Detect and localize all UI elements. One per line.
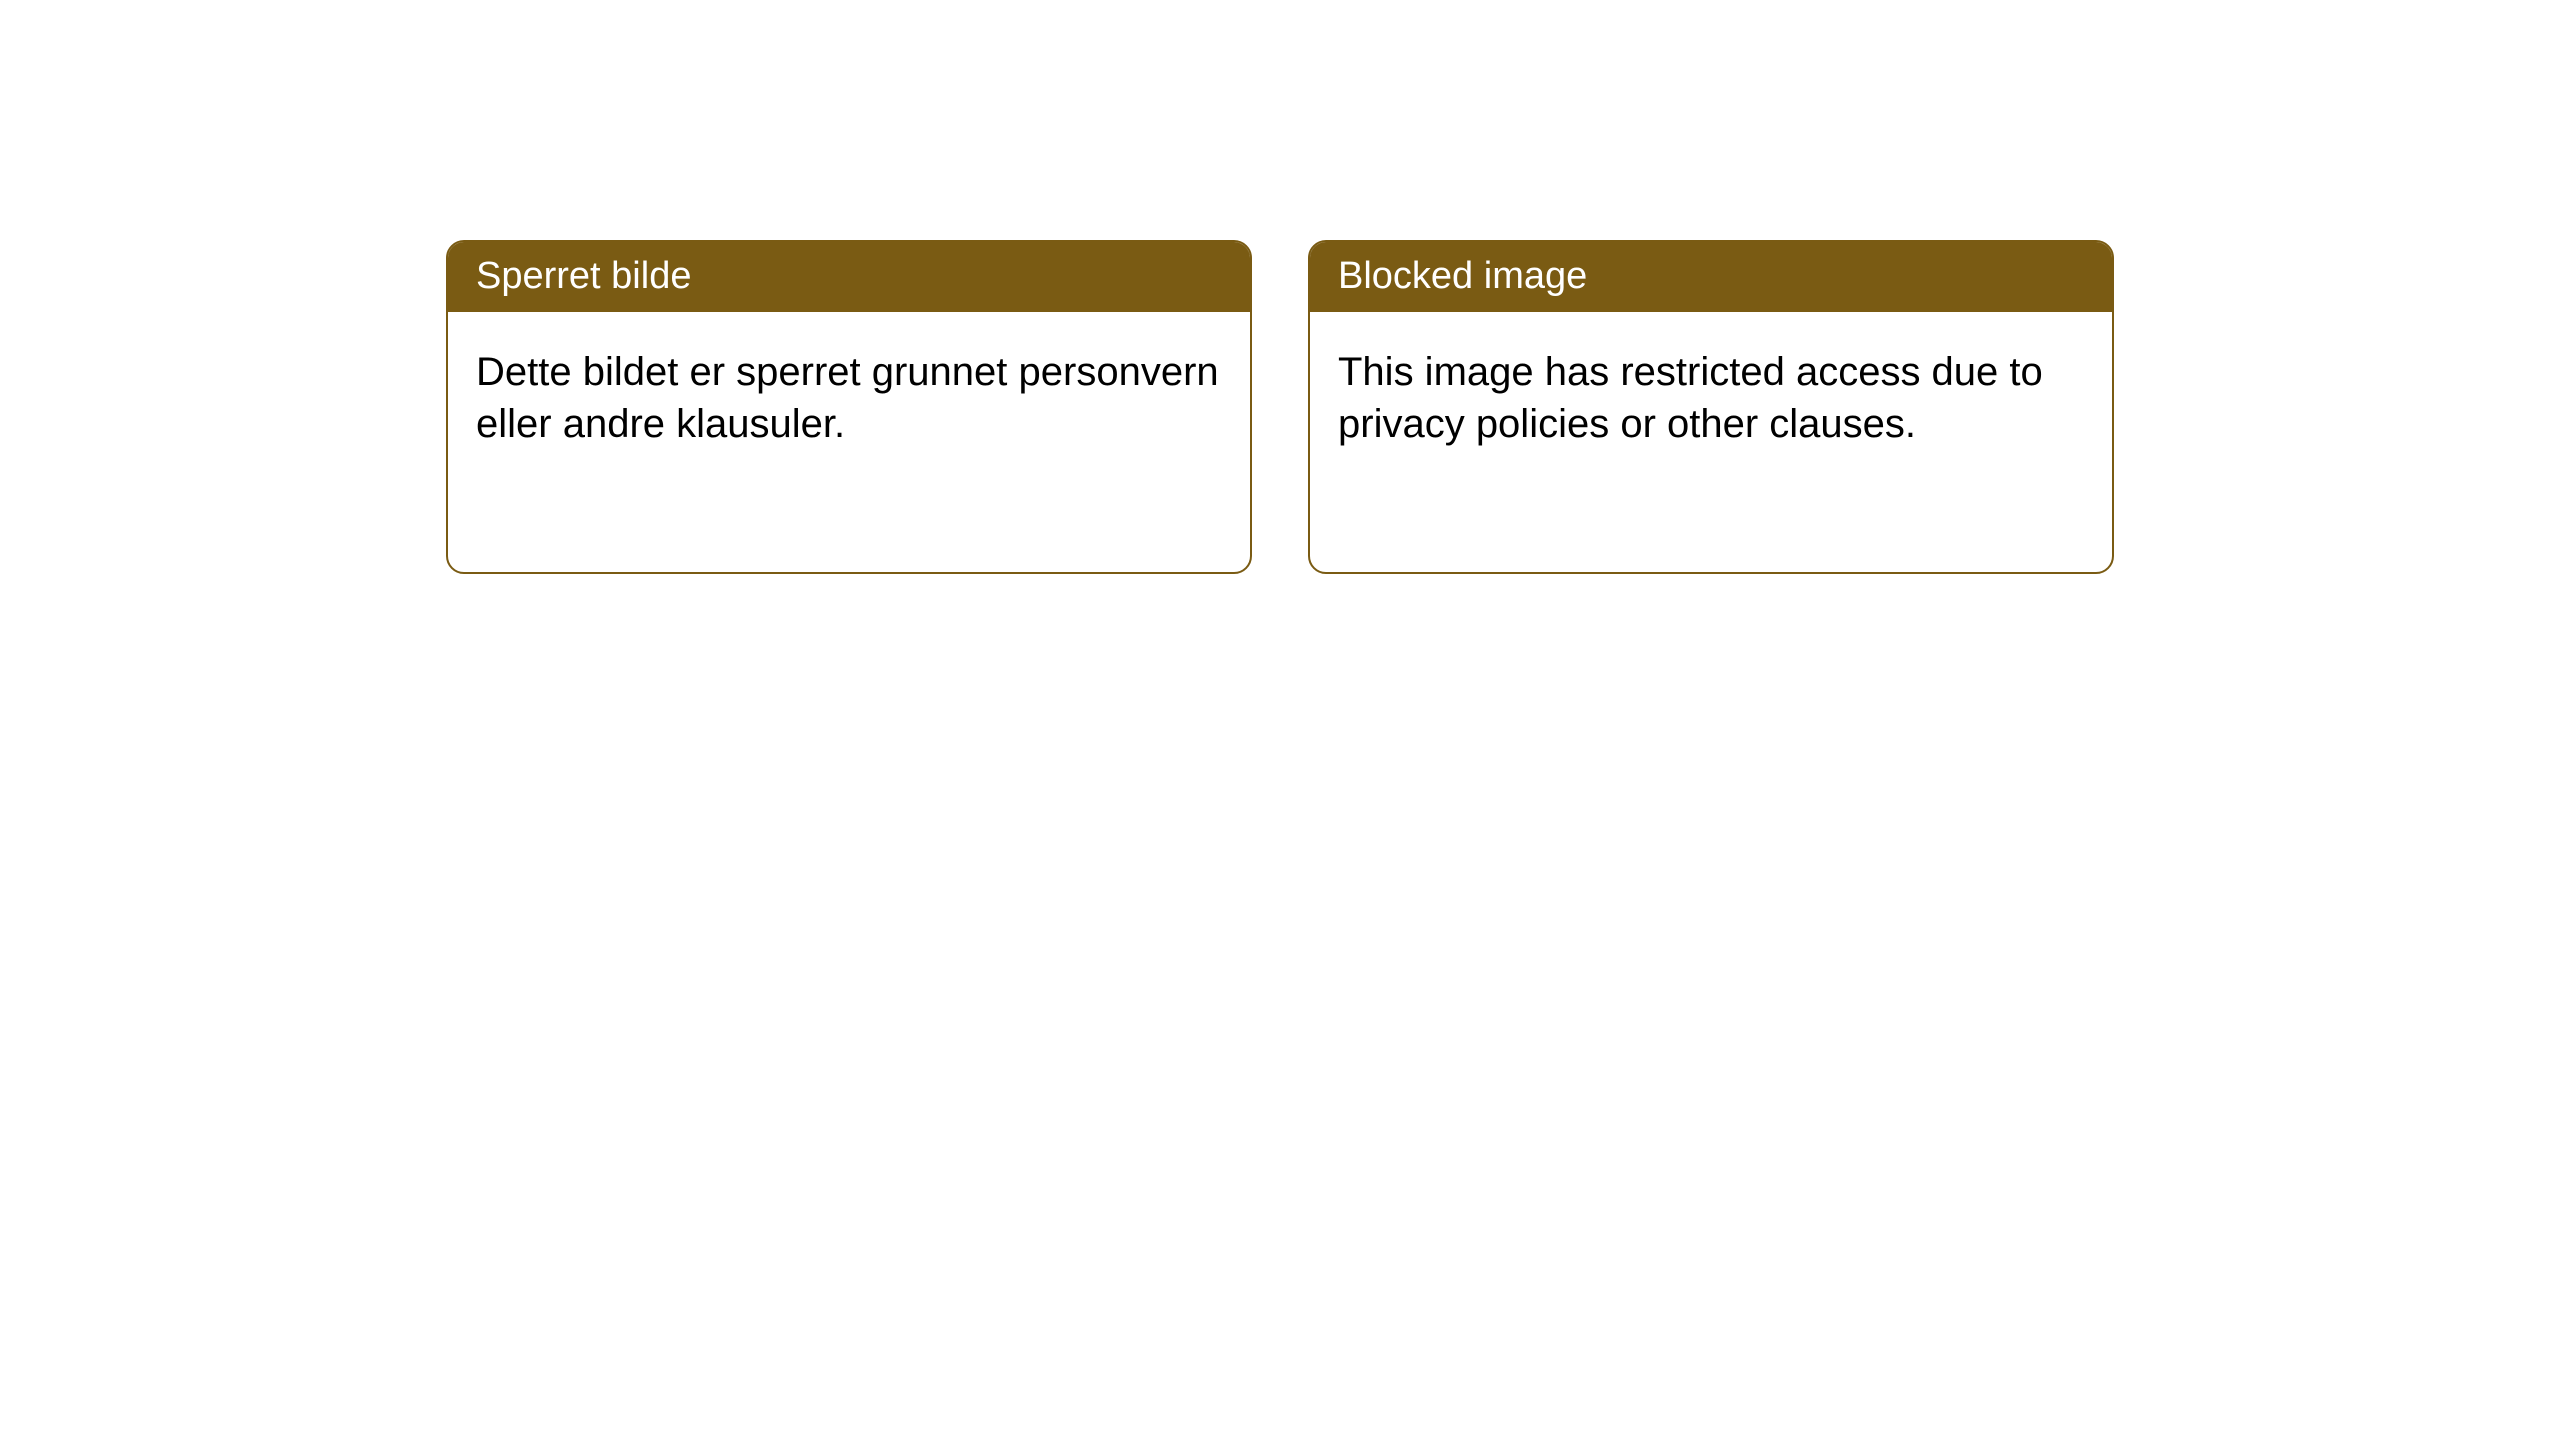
card-body-english: This image has restricted access due to … (1310, 312, 2112, 484)
card-title: Blocked image (1338, 255, 1587, 297)
card-header-norwegian: Sperret bilde (448, 242, 1250, 312)
notice-card-english: Blocked image This image has restricted … (1308, 240, 2114, 574)
card-title: Sperret bilde (476, 255, 691, 297)
card-message: Dette bildet er sperret grunnet personve… (476, 350, 1219, 446)
notice-card-norwegian: Sperret bilde Dette bildet er sperret gr… (446, 240, 1252, 574)
card-message: This image has restricted access due to … (1338, 350, 2043, 446)
card-header-english: Blocked image (1310, 242, 2112, 312)
card-body-norwegian: Dette bildet er sperret grunnet personve… (448, 312, 1250, 484)
notice-cards-container: Sperret bilde Dette bildet er sperret gr… (446, 240, 2560, 574)
